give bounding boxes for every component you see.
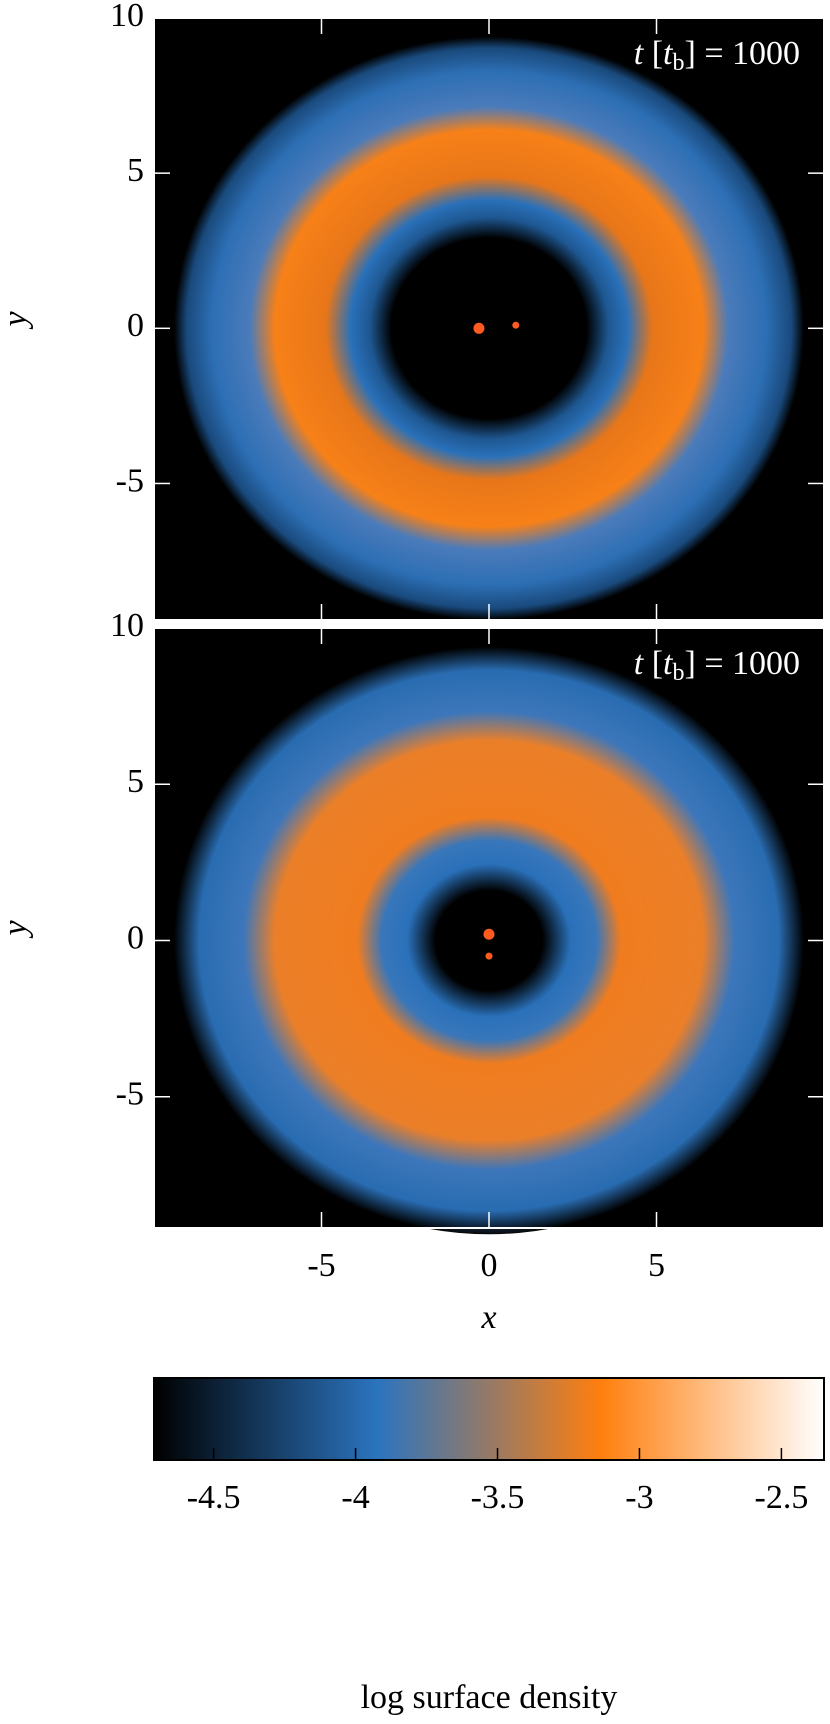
annotation: t [tb] = 1000 bbox=[634, 35, 800, 76]
x-axis-label: x bbox=[480, 1299, 496, 1336]
annotation: t [tb] = 1000 bbox=[634, 645, 800, 686]
annotation-part: t bbox=[634, 35, 645, 72]
y-tick-label: 10 bbox=[110, 607, 144, 644]
x-tick-label: 5 bbox=[648, 1247, 665, 1284]
colorbar-tick-label: -3 bbox=[625, 1479, 653, 1516]
annotation-part: b bbox=[673, 50, 685, 76]
y-tick-label: 0 bbox=[127, 307, 144, 344]
annotation-part: t bbox=[634, 645, 645, 682]
y-axis-label: y bbox=[0, 920, 34, 939]
y-tick-label: 10 bbox=[110, 0, 144, 34]
y-tick-label: -5 bbox=[116, 1076, 144, 1113]
colorbar-tick-label: -4 bbox=[341, 1479, 369, 1516]
y-tick-label: 0 bbox=[127, 919, 144, 956]
annotation-part: ] = 1000 bbox=[685, 645, 801, 682]
annotation-part: b bbox=[673, 660, 685, 686]
colorbar-tick-label: -2.5 bbox=[755, 1479, 809, 1516]
disk bbox=[174, 36, 804, 620]
colorbar-tick-label: -4.5 bbox=[187, 1479, 241, 1516]
y-tick-label: -5 bbox=[116, 462, 144, 499]
colorbar-label: log surface density bbox=[361, 1679, 618, 1716]
binary-star bbox=[473, 322, 485, 334]
annotation-part: t bbox=[663, 645, 674, 682]
colorbar bbox=[153, 1377, 825, 1461]
annotation-part: t bbox=[663, 35, 674, 72]
annotation-part: [ bbox=[643, 645, 663, 682]
x-tick-label: 0 bbox=[481, 1247, 498, 1284]
y-tick-label: 5 bbox=[127, 152, 144, 189]
x-tick-label: -5 bbox=[307, 1247, 335, 1284]
binary-star bbox=[512, 321, 520, 329]
y-tick-label: 5 bbox=[127, 763, 144, 800]
annotation-part: [ bbox=[643, 35, 663, 72]
binary-star bbox=[485, 952, 493, 960]
disk bbox=[174, 646, 804, 1235]
y-axis-label: y bbox=[0, 311, 34, 330]
colorbar-tick-label: -3.5 bbox=[471, 1479, 525, 1516]
annotation-part: ] = 1000 bbox=[685, 35, 801, 72]
binary-star bbox=[483, 928, 495, 940]
